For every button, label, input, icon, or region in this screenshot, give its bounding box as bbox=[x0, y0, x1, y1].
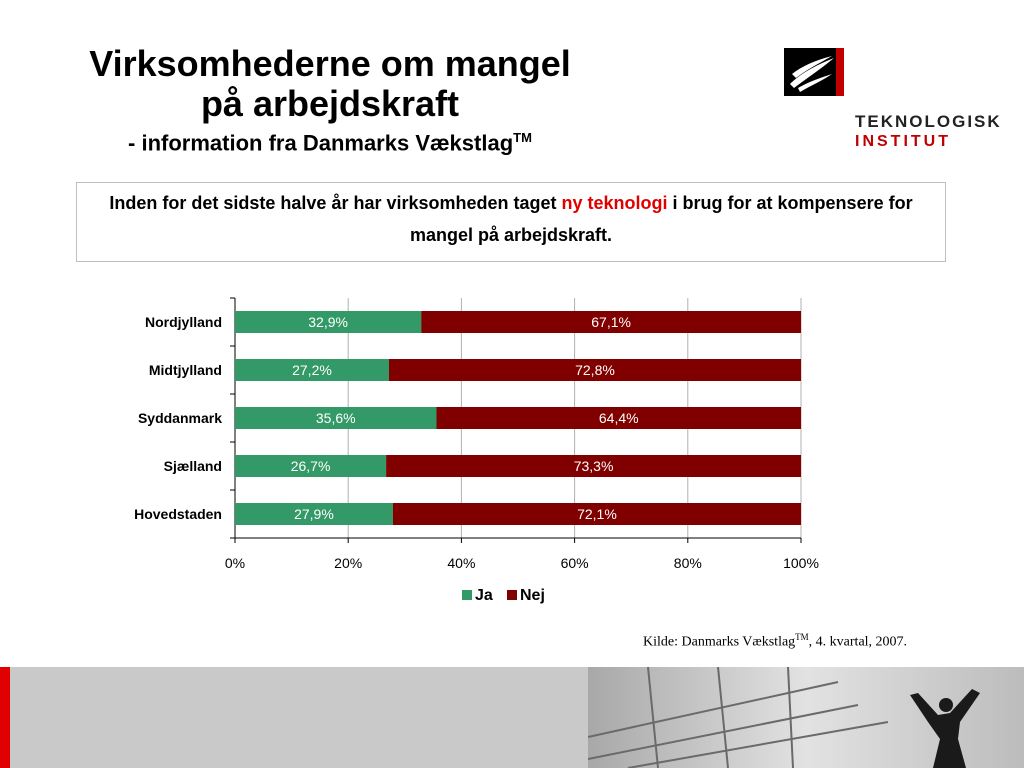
bar-nej bbox=[392, 503, 801, 525]
footer-band bbox=[0, 667, 1024, 768]
stacked-bar-chart: 0% 20% 40% 60% 80% 100% Nordjylland 32,9% 67,1% M… bbox=[134, 297, 819, 604]
page-subtitle-trademark: TM bbox=[513, 130, 532, 145]
category-label: Syddanmark bbox=[138, 410, 222, 426]
legend-label-ja: Ja bbox=[475, 587, 493, 604]
category-label: Sjælland bbox=[164, 458, 222, 474]
category-label: Midtjylland bbox=[149, 362, 222, 378]
question-highlight: ny teknologi bbox=[561, 193, 668, 213]
category-label: Hovedstaden bbox=[134, 506, 222, 522]
source-text: Kilde: Danmarks Vækstlag bbox=[643, 634, 796, 650]
page-subtitle: - information fra Danmarks VækstlagTM bbox=[60, 130, 600, 156]
legend-swatch-ja bbox=[462, 590, 472, 600]
x-tick-label: 0% bbox=[225, 555, 245, 571]
footer-red-stripe bbox=[0, 667, 10, 768]
bar-ja bbox=[235, 455, 387, 477]
data-label: 67,1% bbox=[591, 314, 631, 330]
data-label: 26,7% bbox=[291, 458, 331, 474]
x-tick-label: 20% bbox=[334, 555, 362, 571]
source-note: Kilde: Danmarks VækstlagTM, 4. kvartal, … bbox=[643, 632, 907, 651]
bar-ja bbox=[235, 503, 393, 525]
bar-ja bbox=[235, 407, 437, 429]
x-tick-label: 60% bbox=[561, 555, 589, 571]
logo-text: TEKNOLOGISK INSTITUT bbox=[855, 112, 1002, 152]
source-suffix: , 4. kvartal, 2007. bbox=[808, 634, 908, 650]
title-block: Virksomhederne om mangel på arbejdskraft… bbox=[60, 44, 600, 156]
bar-nej bbox=[388, 359, 801, 381]
teknologisk-logo-icon bbox=[784, 48, 844, 96]
source-trademark: TM bbox=[795, 632, 809, 642]
page-title-line-1: Virksomhederne om mangel bbox=[89, 43, 571, 84]
bar-nej bbox=[436, 407, 801, 429]
logo-name: TEKNOLOGISK bbox=[855, 112, 1002, 131]
x-tick-label: 40% bbox=[447, 555, 475, 571]
data-label: 64,4% bbox=[599, 410, 639, 426]
bar-ja bbox=[235, 359, 389, 381]
data-label: 72,1% bbox=[577, 506, 617, 522]
page-subtitle-text: - information fra Danmarks Vækstlag bbox=[128, 130, 514, 156]
legend-label-nej: Nej bbox=[520, 587, 545, 604]
data-label: 27,9% bbox=[294, 506, 334, 522]
category-label: Nordjylland bbox=[145, 314, 222, 330]
bar-nej bbox=[386, 455, 801, 477]
data-label: 73,3% bbox=[574, 458, 614, 474]
logo-subname: INSTITUT bbox=[855, 133, 951, 150]
bar-ja bbox=[235, 311, 422, 333]
data-label: 72,8% bbox=[575, 362, 615, 378]
footer-gray-panel bbox=[10, 667, 588, 768]
question-text-2: i brug for at kompensere for mangel på a… bbox=[409, 193, 913, 245]
data-label: 35,6% bbox=[316, 410, 356, 426]
footer-photo-image bbox=[588, 667, 1024, 768]
page-title-line-2: på arbejdskraft bbox=[200, 83, 460, 124]
bar-nej bbox=[421, 311, 801, 333]
question-box: Inden for det sidste halve år har virkso… bbox=[76, 182, 946, 262]
question-text-1: Inden for det sidste halve år har virkso… bbox=[109, 193, 562, 213]
data-label: 32,9% bbox=[308, 314, 348, 330]
x-tick-label: 100% bbox=[783, 555, 819, 571]
x-tick-label: 80% bbox=[674, 555, 702, 571]
data-label: 27,2% bbox=[292, 362, 332, 378]
legend-swatch-nej bbox=[507, 590, 517, 600]
